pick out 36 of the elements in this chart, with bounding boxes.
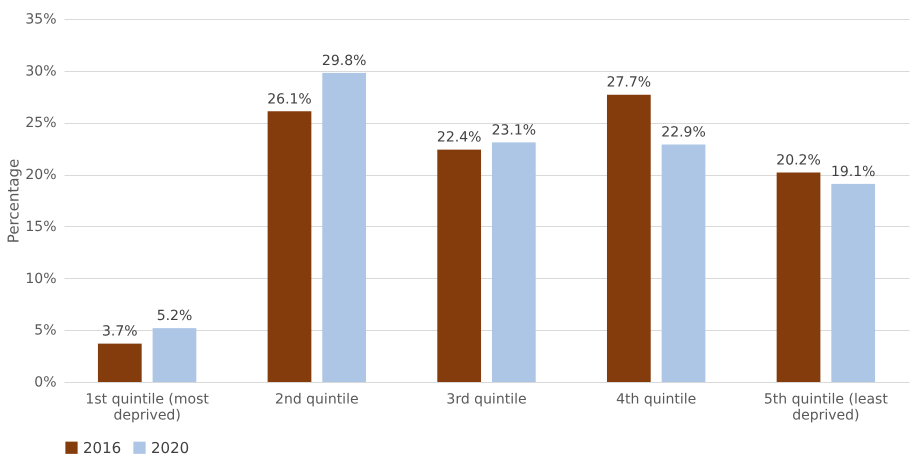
y-tick-label: 20% — [25, 167, 56, 184]
x-tick-label: 3rd quintile — [446, 392, 527, 408]
x-tick-label: 5th quintile (least deprived) — [764, 392, 888, 424]
y-tick-label: 30% — [25, 63, 56, 80]
y-tick-label: 0% — [34, 374, 56, 390]
legend-label: 2016 — [83, 438, 122, 457]
x-tick-label: 1st quintile (most deprived) — [85, 392, 210, 424]
bar — [776, 172, 820, 382]
data-label: 20.2% — [776, 152, 821, 168]
data-label: 26.1% — [267, 91, 312, 108]
y-tick-label: 25% — [25, 115, 56, 132]
bar — [98, 344, 142, 382]
data-label: 27.7% — [606, 74, 652, 91]
data-label: 19.1% — [830, 164, 876, 180]
bar — [152, 328, 196, 382]
data-label: 5.2% — [156, 308, 192, 324]
y-tick-label: 35% — [25, 12, 56, 28]
y-tick-label: 15% — [25, 218, 56, 235]
bar — [831, 184, 876, 382]
x-tick-label: 4th quintile — [616, 392, 696, 408]
bar — [492, 142, 536, 382]
data-label: 29.8% — [322, 52, 366, 69]
y-tick-label: 5% — [34, 322, 56, 339]
y-axis-title: Percentage — [4, 158, 22, 244]
bar — [662, 144, 706, 382]
bar — [606, 94, 651, 382]
bar — [437, 150, 482, 382]
data-label: 23.1% — [492, 122, 536, 138]
data-label: 3.7% — [102, 324, 138, 340]
bar — [268, 111, 312, 382]
y-tick-label: 10% — [25, 270, 56, 287]
x-tick-label: 2nd quintile — [275, 392, 359, 408]
bar — [322, 72, 366, 382]
legend-label: 2020 — [151, 438, 190, 457]
data-label: 22.4% — [436, 130, 482, 146]
data-label: 22.9% — [661, 124, 706, 140]
